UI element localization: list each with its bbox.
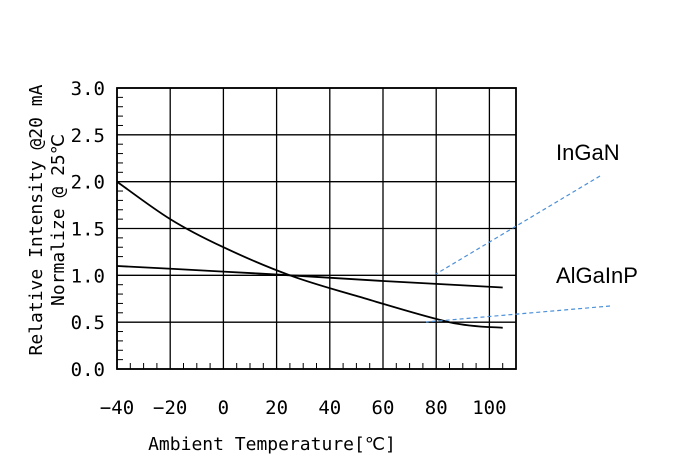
y-tick-label: 0.5 xyxy=(71,312,105,334)
series-labels: InGaN AlGaInP xyxy=(556,140,638,288)
minor-ticks xyxy=(117,96,504,369)
series-line-ingan xyxy=(116,265,503,289)
x-tick-labels: −40 −20 0 20 40 60 80 100 xyxy=(100,397,507,419)
series-lines xyxy=(116,180,503,329)
label-leaders xyxy=(425,175,611,323)
y-tick-label: 0.0 xyxy=(71,359,105,381)
x-tick-label: 0 xyxy=(218,397,229,419)
y-axis-title-line2: Normalize @ 25℃ xyxy=(48,134,69,306)
x-tick-label: 40 xyxy=(318,397,341,419)
grid xyxy=(116,87,516,370)
x-tick-label: 20 xyxy=(265,397,288,419)
y-tick-label: 2.0 xyxy=(71,172,105,194)
x-axis-title: Ambient Temperature[℃] xyxy=(148,434,396,455)
y-tick-label: 1.0 xyxy=(71,265,105,287)
x-tick-label: 100 xyxy=(472,397,506,419)
x-tick-label: 80 xyxy=(425,397,448,419)
y-tick-label: 2.5 xyxy=(71,125,105,147)
y-tick-labels: 0.0 0.5 1.0 1.5 2.0 2.5 3.0 xyxy=(71,78,105,381)
leader-line-algainp xyxy=(425,305,611,323)
x-tick-label: −20 xyxy=(153,397,187,419)
y-axis-title-line1: Relative Intensity @20 mA xyxy=(26,84,47,355)
series-label-algainp: AlGaInP xyxy=(556,263,638,288)
x-tick-label: 60 xyxy=(372,397,395,419)
x-tick-label: −40 xyxy=(100,397,134,419)
y-tick-label: 1.5 xyxy=(71,219,105,241)
series-line-algainp xyxy=(116,180,503,329)
y-tick-label: 3.0 xyxy=(71,78,105,100)
series-label-ingan: InGaN xyxy=(556,140,620,165)
leader-line-ingan xyxy=(435,175,601,275)
